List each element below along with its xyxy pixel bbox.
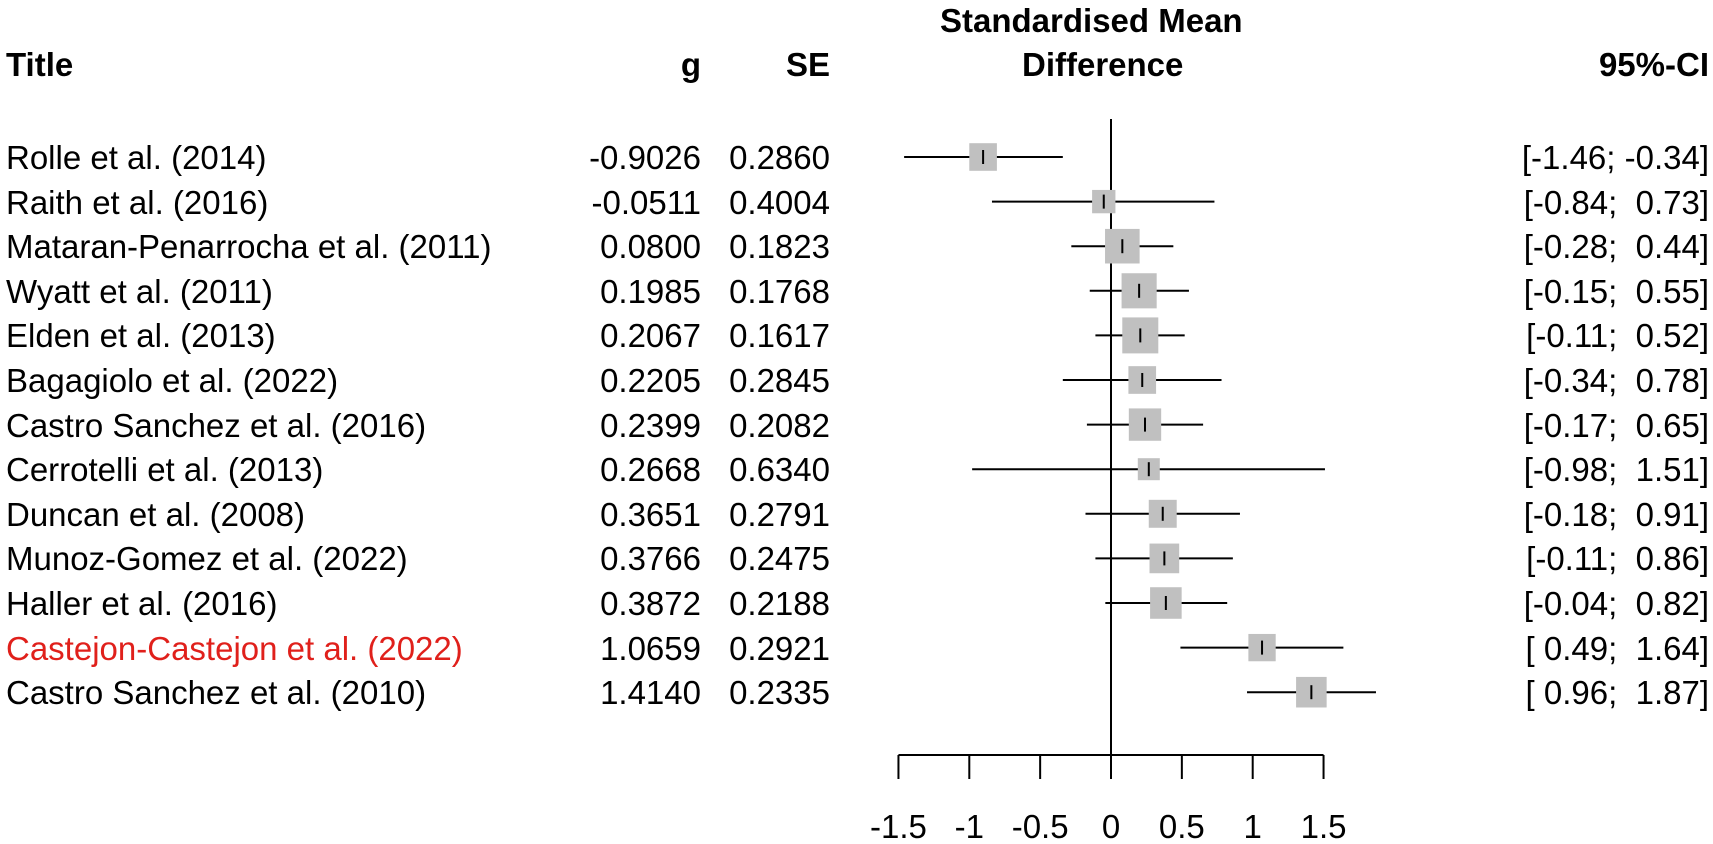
study-ci-value: [-0.18; 0.91]: [1523, 495, 1709, 533]
study-row: Castejon-Castejon et al. (2022) 1.0659 0.2…: [0, 626, 1713, 670]
study-row: Haller et al. (2016) 0.3872 0.2188 [-0.04; …: [0, 581, 1713, 625]
study-se-value: 0.2188: [729, 585, 830, 622]
study-ci-value: [ 0.96; 1.87]: [1525, 674, 1709, 712]
study-g-value: 0.2067: [600, 317, 701, 355]
study-ci-value: [-0.28; 0.44]: [1523, 228, 1709, 266]
study-ci-value: [-1.46; -0.34]: [1521, 139, 1709, 176]
study-ci-value: [-0.17; 0.65]: [1523, 406, 1709, 444]
study-g-value: -0.9026: [589, 139, 701, 176]
study-g-value: 1.0659: [600, 629, 701, 667]
study-se-value: 0.2475: [729, 540, 830, 578]
study-g-value: 0.3651: [600, 495, 701, 533]
study-ci-value: [-0.11; 0.52]: [1526, 317, 1709, 355]
study-se-value: 0.2860: [729, 139, 830, 176]
study-ci-value: [-0.15; 0.55]: [1523, 272, 1709, 310]
study-title: Castro Sanchez et al. (2016): [6, 406, 427, 444]
study-ci-value: [ 0.49; 1.64]: [1525, 629, 1709, 667]
study-g-value: 0.0800: [600, 228, 701, 266]
ci-column-header: 95%-CI: [1598, 46, 1709, 83]
g-column-header: g: [680, 46, 701, 83]
study-row: Duncan et al. (2008) 0.3651 0.2791 [-0.18; …: [0, 492, 1713, 536]
study-g-value: 0.1985: [600, 272, 701, 310]
study-se-value: 0.1617: [729, 317, 830, 355]
study-g-value: 0.2399: [600, 406, 701, 444]
study-se-value: 0.4004: [729, 183, 830, 221]
study-se-value: 0.6340: [729, 451, 830, 489]
study-title: Haller et al. (2016): [6, 585, 278, 622]
study-row: Bagagiolo et al. (2022) 0.2205 0.2845 [-0.3…: [0, 358, 1713, 402]
study-title: Mataran-Penarrocha et al. (2011): [6, 228, 492, 266]
plot-header-line2: Difference: [1022, 46, 1184, 83]
study-row: Cerrotelli et al. (2013) 0.2668 0.6340 [-0.…: [0, 447, 1713, 491]
study-title: Munoz-Gomez et al. (2022): [6, 540, 408, 578]
plot-header-line1: Standardised Mean: [940, 2, 1243, 39]
x-tick-label: -1.5: [870, 808, 927, 844]
study-row: Castro Sanchez et al. (2010) 1.4140 0.2335…: [0, 670, 1713, 714]
study-g-value: -0.0511: [591, 183, 701, 221]
study-se-value: 0.2921: [729, 629, 830, 667]
study-row: Wyatt et al. (2011) 0.1985 0.1768 [-0.15; 0…: [0, 269, 1713, 313]
study-g-value: 0.3872: [600, 585, 701, 622]
study-title: Rolle et al. (2014): [6, 139, 267, 176]
study-ci-value: [-0.98; 1.51]: [1523, 451, 1709, 489]
study-title: Bagagiolo et al. (2022): [6, 362, 339, 399]
study-ci-value: [-0.11; 0.86]: [1526, 540, 1709, 578]
study-title: Raith et al. (2016): [6, 183, 269, 221]
x-tick-label: -0.5: [1012, 808, 1069, 844]
study-title: Castro Sanchez et al. (2010): [6, 674, 427, 712]
study-title: Wyatt et al. (2011): [6, 272, 273, 310]
study-row: Elden et al. (2013) 0.2067 0.1617 [-0.11; 0…: [0, 313, 1713, 357]
x-tick-label: 1: [1244, 808, 1262, 844]
study-title: Castejon-Castejon et al. (2022): [6, 629, 463, 667]
study-ci-value: [-0.84; 0.73]: [1523, 183, 1709, 221]
study-row: Rolle et al. (2014) -0.9026 0.2860 [-1.46; …: [0, 135, 1713, 179]
study-se-value: 0.1768: [729, 272, 830, 310]
study-ci-value: [-0.34; 0.78]: [1523, 362, 1709, 399]
x-tick-label: 1.5: [1301, 808, 1347, 844]
se-column-header: SE: [785, 46, 830, 83]
study-se-value: 0.2791: [729, 495, 830, 533]
x-tick-label: 0.5: [1159, 808, 1205, 844]
study-se-value: 0.2082: [729, 406, 830, 444]
study-row: Munoz-Gomez et al. (2022) 0.3766 0.2475 [-0…: [0, 536, 1713, 580]
study-ci-value: [-0.04; 0.82]: [1523, 585, 1709, 622]
study-row: Castro Sanchez et al. (2016) 0.2399 0.2082…: [0, 403, 1713, 447]
study-row: Mataran-Penarrocha et al. (2011) 0.0800 0.…: [0, 224, 1713, 268]
study-se-value: 0.2845: [729, 362, 830, 399]
study-title: Duncan et al. (2008): [6, 495, 306, 533]
study-g-value: 0.3766: [600, 540, 701, 578]
study-g-value: 1.4140: [600, 674, 701, 712]
study-g-value: 0.2205: [600, 362, 701, 399]
study-row: Raith et al. (2016) -0.0511 0.4004 [-0.84; …: [0, 180, 1713, 224]
study-title: Elden et al. (2013): [6, 317, 276, 355]
study-g-value: 0.2668: [600, 451, 701, 489]
x-tick-label: 0: [1102, 808, 1120, 844]
title-column-header: Title: [6, 46, 74, 83]
study-se-value: 0.2335: [729, 674, 830, 712]
study-title: Cerrotelli et al. (2013): [6, 451, 324, 489]
x-tick-label: -1: [955, 808, 984, 844]
study-se-value: 0.1823: [729, 228, 830, 266]
